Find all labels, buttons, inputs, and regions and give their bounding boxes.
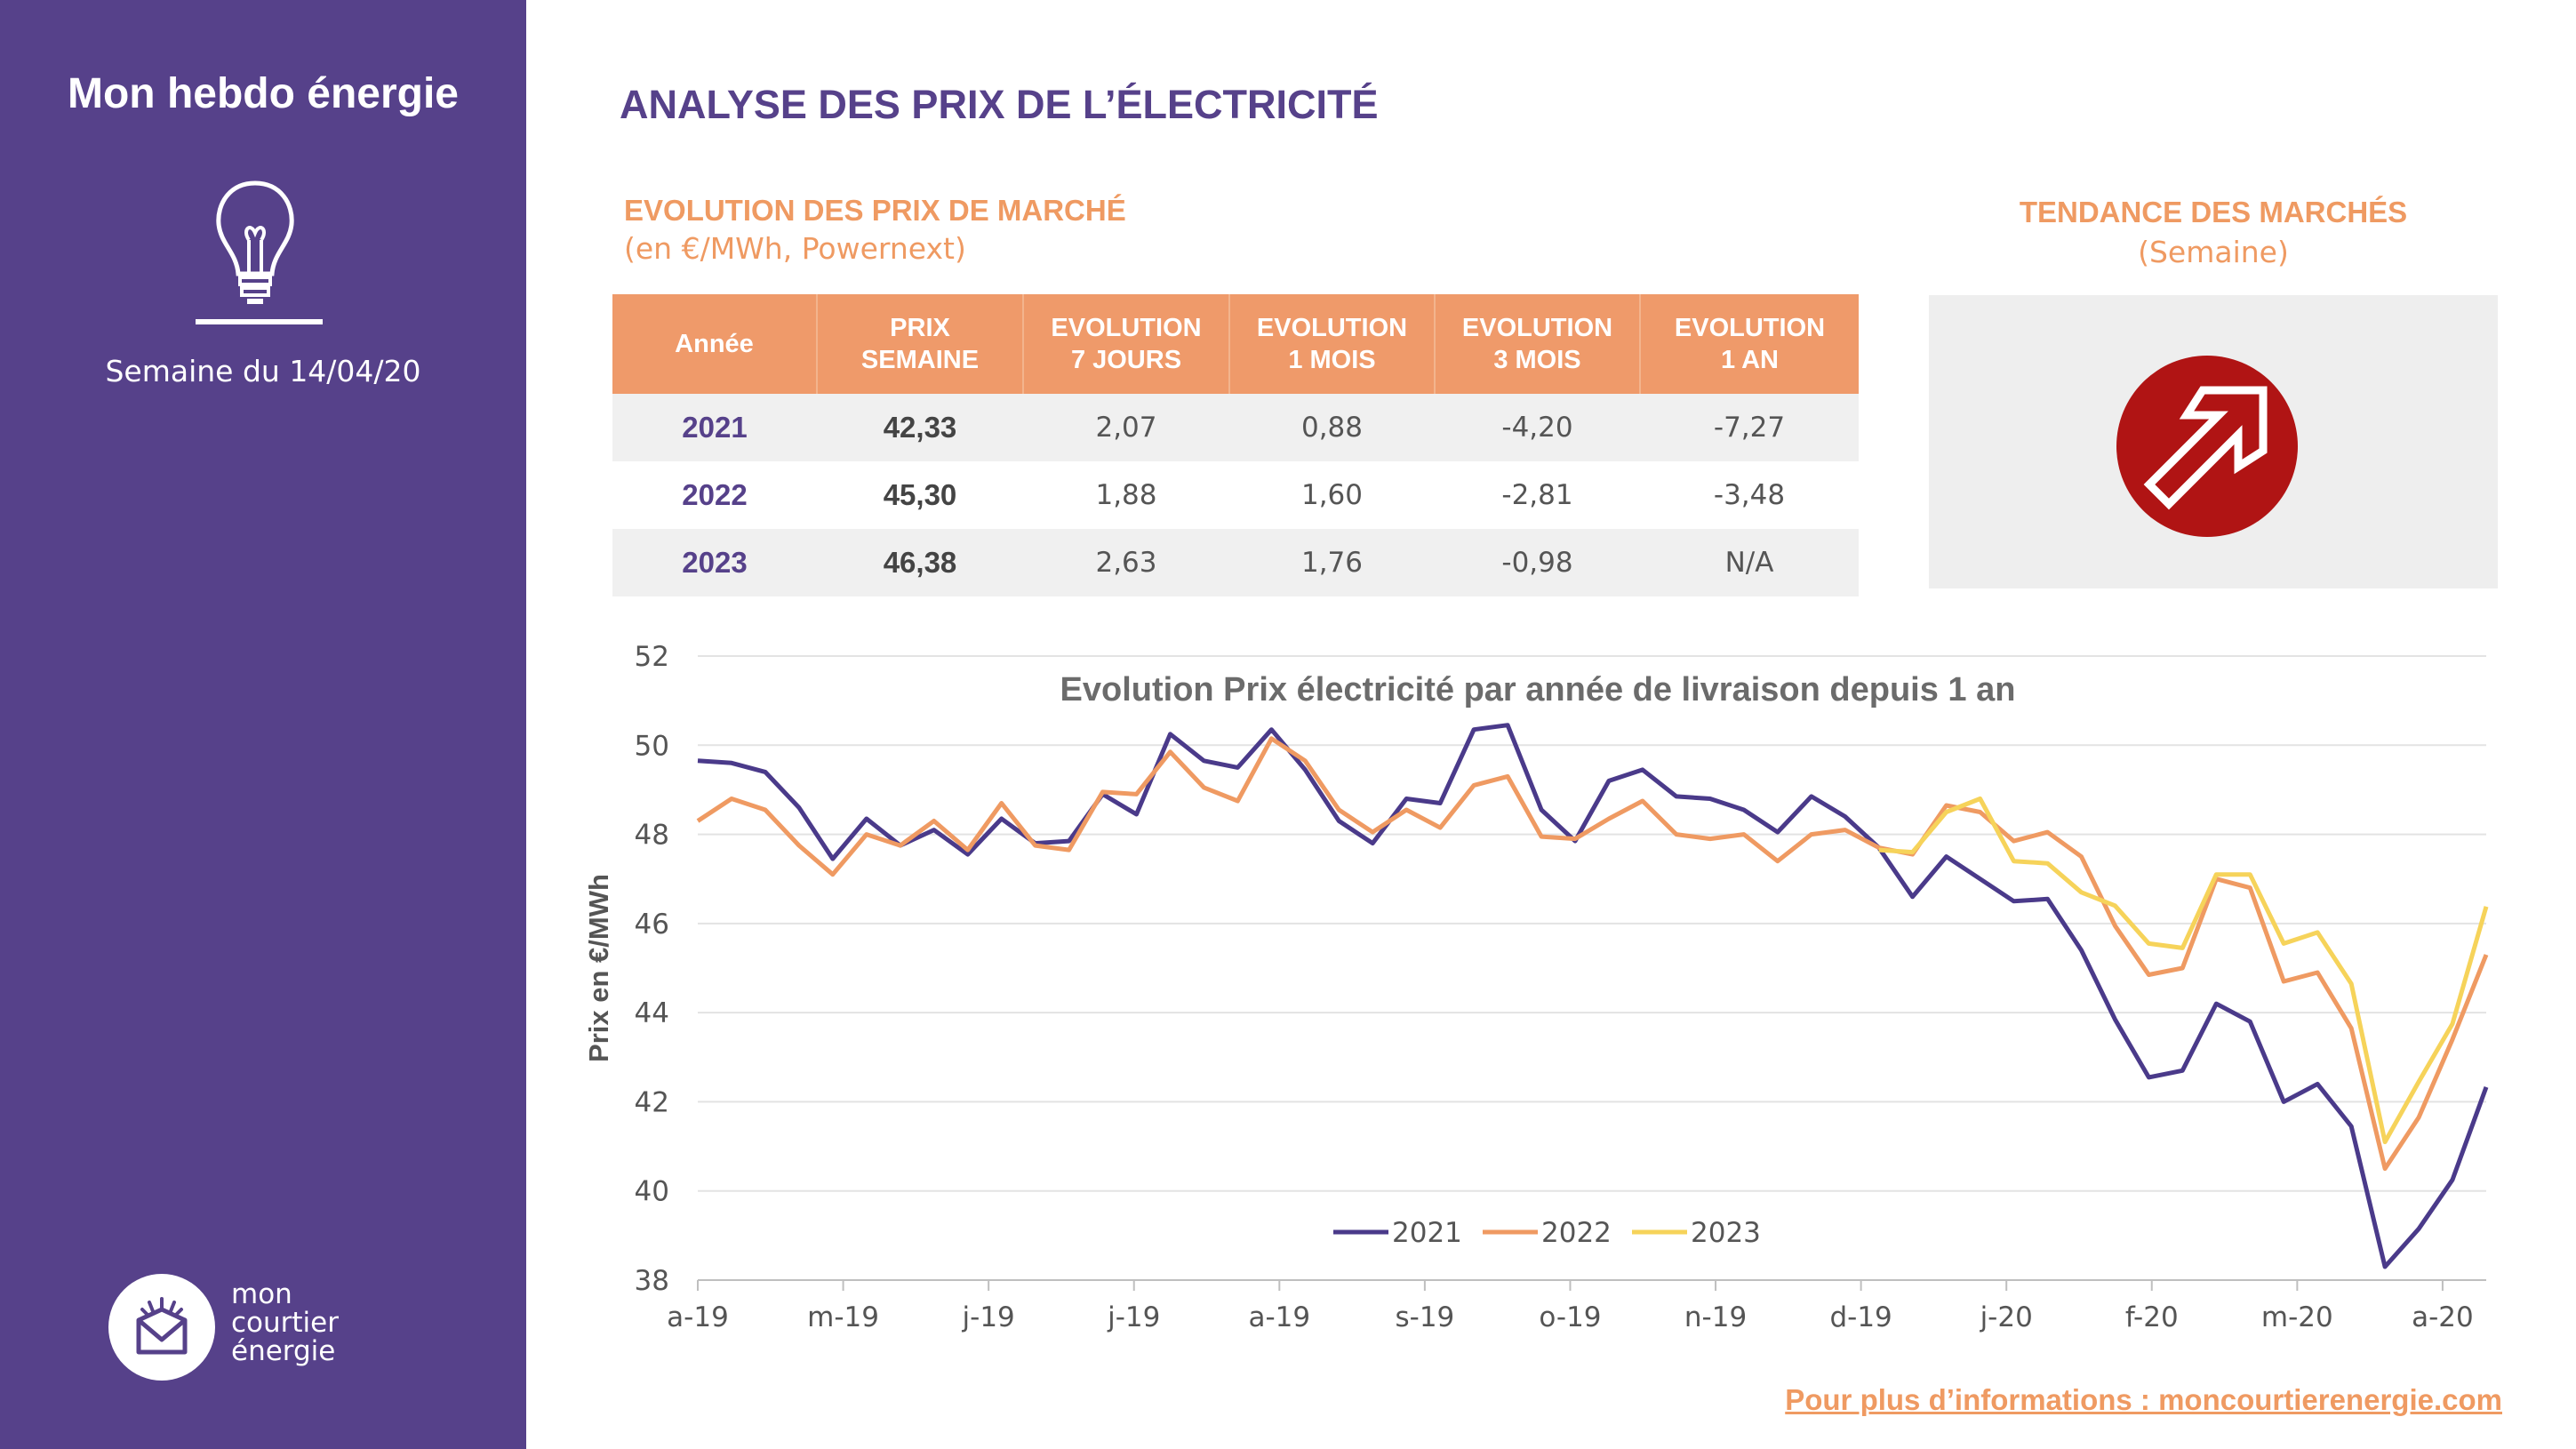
x-tick-label: j-20 bbox=[1980, 1301, 2033, 1333]
trend-title: TENDANCE DES MARCHÉS bbox=[2019, 196, 2408, 228]
page-title: ANALYSE DES PRIX DE L’ÉLECTRICITÉ bbox=[620, 82, 1379, 127]
cell-evo-1y: N/A bbox=[1640, 529, 1859, 596]
x-tick-label: d-19 bbox=[1829, 1301, 1892, 1333]
more-info-link[interactable]: Pour plus d’informations : moncourtieren… bbox=[1785, 1383, 2502, 1416]
cell-evo-3m: -2,81 bbox=[1501, 479, 1573, 511]
header-evo-7d: EVOLUTION 7 JOURS bbox=[1023, 294, 1230, 394]
y-tick-label: 52 bbox=[635, 641, 669, 673]
cell-evo-1m: 1,60 bbox=[1300, 479, 1364, 511]
y-tick-label: 46 bbox=[635, 909, 669, 941]
week-label: Semaine du 14/04/20 bbox=[105, 354, 421, 388]
lightbulb-icon bbox=[216, 180, 294, 304]
series-line-2023 bbox=[1878, 797, 2489, 1145]
cell-price: 42,33 bbox=[817, 394, 1023, 461]
cell-year: 2021 bbox=[612, 394, 817, 461]
x-tick-label: a-19 bbox=[667, 1301, 729, 1333]
y-axis-label: Prix en €/MWh bbox=[583, 874, 614, 1062]
logo-text: mon courtier énergie bbox=[231, 1280, 339, 1365]
prices-section-title: EVOLUTION DES PRIX DE MARCHÉ bbox=[624, 194, 1126, 227]
cell-year: 2022 bbox=[682, 478, 748, 511]
sidebar: Mon hebdo énergie Semaine du 14/04/20 mo… bbox=[0, 0, 526, 1449]
cell-evo-1y: -3,48 bbox=[1713, 479, 1786, 511]
trend-subtitle: (Semaine) bbox=[2138, 235, 2289, 269]
legend-label: 2023 bbox=[1691, 1217, 1761, 1249]
cell-price: 46,38 bbox=[817, 529, 1023, 596]
header-evo-1m: EVOLUTION 1 MOIS bbox=[1229, 294, 1436, 394]
logo-line: énergie bbox=[231, 1335, 336, 1367]
x-tick-label: a-20 bbox=[2412, 1301, 2474, 1333]
x-tick-label: j-19 bbox=[962, 1301, 1015, 1333]
y-tick-label: 38 bbox=[635, 1265, 669, 1297]
sidebar-divider bbox=[196, 319, 323, 324]
y-tick-label: 48 bbox=[635, 820, 669, 852]
cell-evo-7d: 2,63 bbox=[1023, 529, 1229, 596]
x-tick-label: o-19 bbox=[1539, 1301, 1601, 1333]
x-tick-label: n-19 bbox=[1684, 1301, 1747, 1333]
header-year: Année bbox=[612, 294, 818, 394]
logo-line: courtier bbox=[231, 1307, 339, 1339]
header-evo-1y: EVOLUTION 1 AN bbox=[1640, 294, 1859, 394]
logo-mark bbox=[108, 1274, 215, 1381]
header-evo-3m: EVOLUTION 3 MOIS bbox=[1435, 294, 1641, 394]
chart-title: Evolution Prix électricité par année de … bbox=[1060, 671, 2016, 708]
x-tick-label: j-19 bbox=[1107, 1301, 1160, 1333]
y-tick-label: 50 bbox=[635, 730, 669, 762]
sidebar-title: Mon hebdo énergie bbox=[67, 70, 459, 117]
table-row: 2021 42,33 2,07 0,88 -4,20 -7,27 bbox=[612, 394, 1859, 461]
cell-year: 2023 bbox=[612, 529, 817, 596]
header-price: PRIX SEMAINE bbox=[817, 294, 1024, 394]
y-tick-label: 42 bbox=[635, 1086, 669, 1118]
prices-section-subtitle: (en €/MWh, Powernext) bbox=[624, 231, 966, 266]
cell-evo-1m: 0,88 bbox=[1229, 394, 1435, 461]
x-tick-label: a-19 bbox=[1248, 1301, 1310, 1333]
x-tick-label: f-20 bbox=[2125, 1301, 2179, 1333]
series-line-2021 bbox=[697, 723, 2489, 1269]
table-header-row: Année PRIX SEMAINE EVOLUTION 7 JOURS EVOLU… bbox=[612, 294, 1859, 394]
prices-table: Année PRIX SEMAINE EVOLUTION 7 JOURS EVOLU… bbox=[612, 294, 1859, 596]
x-tick-label: s-19 bbox=[1395, 1301, 1454, 1333]
cell-price: 45,30 bbox=[883, 478, 957, 511]
cell-evo-1m: 1,76 bbox=[1229, 529, 1435, 596]
up-right-arrow-icon bbox=[2116, 356, 2298, 537]
x-tick-label: m-20 bbox=[2261, 1301, 2333, 1333]
logo-envelope-icon bbox=[136, 1297, 188, 1355]
logo-line: mon bbox=[231, 1278, 292, 1310]
cell-evo-1y: -7,27 bbox=[1640, 394, 1859, 461]
legend-label: 2021 bbox=[1392, 1217, 1462, 1249]
cell-evo-7d: 1,88 bbox=[1095, 479, 1157, 511]
cell-evo-3m: -0,98 bbox=[1435, 529, 1640, 596]
cell-evo-3m: -4,20 bbox=[1435, 394, 1640, 461]
legend-label: 2022 bbox=[1541, 1217, 1612, 1249]
table-row: 2022 45,30 1,88 1,60 -2,81 -3,48 bbox=[612, 461, 1859, 529]
y-tick-label: 44 bbox=[635, 997, 669, 1029]
cell-evo-7d: 2,07 bbox=[1023, 394, 1229, 461]
x-tick-label: m-19 bbox=[807, 1301, 879, 1333]
y-tick-label: 40 bbox=[635, 1176, 669, 1208]
table-row: 2023 46,38 2,63 1,76 -0,98 N/A bbox=[612, 529, 1859, 596]
price-line-chart: 38 40 42 44 46 48 50 52 a-19 m-19 j-19 j-19 a-19 s-19… bbox=[583, 641, 2489, 1333]
series-line-2022 bbox=[696, 736, 2489, 1172]
